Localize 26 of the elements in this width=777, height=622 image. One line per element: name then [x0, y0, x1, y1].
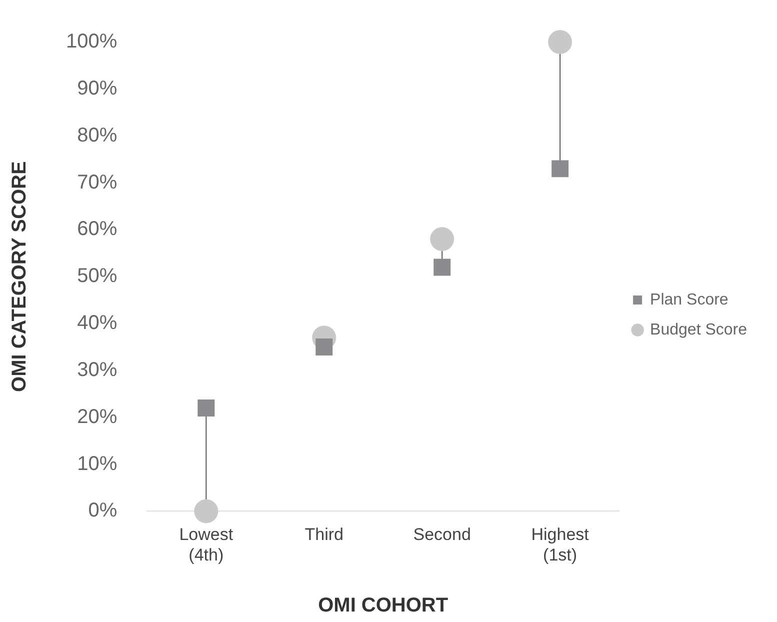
- y-tick-label: 90%: [77, 77, 118, 100]
- y-tick-label: 70%: [77, 171, 118, 194]
- x-tick-label: Third: [304, 525, 344, 544]
- legend-label: Plan Score: [650, 291, 728, 308]
- point: [194, 499, 218, 524]
- x-tick-label: Second: [413, 525, 471, 544]
- y-tick-label: 20%: [77, 406, 118, 428]
- y-tick-label: 30%: [77, 358, 118, 381]
- y-tick-label: 10%: [77, 452, 118, 475]
- y-tick-label: 0%: [88, 500, 118, 522]
- point: [198, 399, 215, 416]
- point: [316, 338, 333, 356]
- point: [430, 227, 454, 252]
- point: [552, 160, 569, 178]
- point: [434, 258, 451, 276]
- point: [548, 30, 572, 54]
- y-tick-label: 50%: [77, 265, 118, 288]
- x-tick-label: Lowest (4th): [179, 525, 234, 564]
- x-axis-title: OMI COHORT: [318, 594, 448, 617]
- y-tick-label: 60%: [77, 218, 118, 240]
- y-tick-label: 40%: [77, 312, 118, 334]
- legend-label: Budget Score: [650, 321, 748, 338]
- y-axis-title: OMI CATEGORY SCORE: [8, 161, 31, 392]
- y-tick-label: 80%: [77, 124, 118, 146]
- x-tick-label: Highest (1st): [531, 525, 590, 564]
- y-tick-label: 100%: [66, 30, 118, 53]
